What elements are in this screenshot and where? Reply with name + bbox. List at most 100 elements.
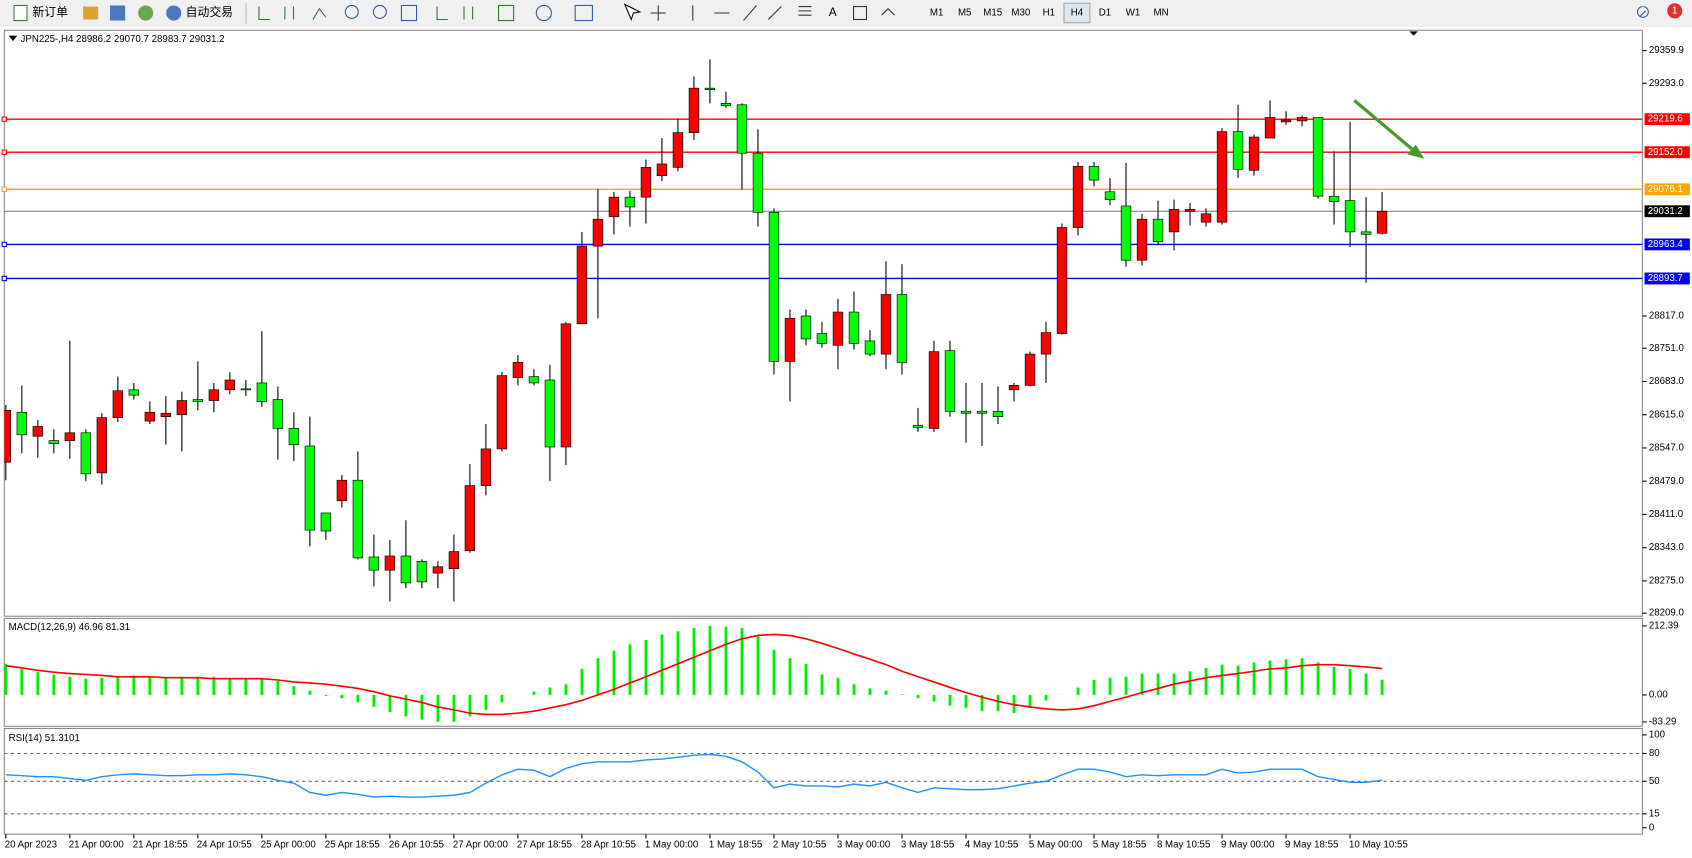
candle-body xyxy=(112,390,124,418)
x-tick-label: 24 Apr 10:55 xyxy=(197,840,252,851)
candle-body xyxy=(784,318,796,362)
icon[interactable] xyxy=(83,6,99,20)
timeframe-button[interactable]: H4 xyxy=(1071,8,1084,19)
candle-body xyxy=(432,566,444,574)
icons[interactable] xyxy=(258,6,327,21)
candle-body xyxy=(1248,136,1260,171)
y-tick-label: 28411.0 xyxy=(1649,509,1684,520)
candle-body xyxy=(1216,131,1228,223)
current-price-label: 29031.2 xyxy=(1648,206,1683,217)
candle-body xyxy=(368,556,380,571)
candle-body xyxy=(992,410,1004,417)
y-tick-label: 28209.0 xyxy=(1649,608,1685,619)
zoom-in[interactable] xyxy=(344,4,359,19)
icons[interactable] xyxy=(436,6,474,21)
y-tick-label: 29293.0 xyxy=(1649,78,1685,89)
timeframe-button[interactable]: M15 xyxy=(983,8,1002,19)
candle-body xyxy=(832,311,844,346)
macd-plot xyxy=(4,626,1384,722)
x-tick-label: 20 Apr 2023 xyxy=(5,840,57,851)
candle-body xyxy=(1312,117,1324,197)
candle-body xyxy=(80,432,92,475)
y-tick-label: 15 xyxy=(1649,808,1660,819)
timeframe-button[interactable]: M1 xyxy=(930,8,943,19)
text-tool[interactable]: A xyxy=(829,5,837,19)
macd-signal: 81.31 xyxy=(106,622,130,633)
x-tick-label: 25 Apr 18:55 xyxy=(325,840,380,851)
y-tick-label: 80 xyxy=(1649,748,1660,759)
candle-body xyxy=(144,411,156,422)
label-tool[interactable] xyxy=(853,5,868,21)
arrows-tool[interactable] xyxy=(881,7,895,16)
high: 29070.7 xyxy=(114,33,149,44)
new-order-button[interactable]: 新订单 xyxy=(13,4,68,22)
icon[interactable] xyxy=(138,5,154,21)
candle-body xyxy=(208,389,220,401)
x-tick-label: 28 Apr 10:55 xyxy=(581,840,636,851)
tile[interactable] xyxy=(400,4,418,22)
symbol: JPN225-,H4 xyxy=(21,33,74,44)
rsi-title: RSI(14) xyxy=(9,733,42,744)
search[interactable] xyxy=(1636,6,1649,18)
cursor[interactable] xyxy=(623,3,642,22)
icon[interactable] xyxy=(110,5,126,21)
timeframes: M1 M5 M15 M30 H1 H4 D1 W1 MN xyxy=(930,2,1169,24)
candle-body xyxy=(896,294,908,363)
x-tick-label: 4 May 10:55 xyxy=(965,840,1018,851)
timeframe-button[interactable]: D1 xyxy=(1099,8,1111,19)
draw-tools[interactable] xyxy=(650,5,812,21)
candle-body xyxy=(768,212,780,362)
candle-body xyxy=(544,379,556,448)
y-tick-label: 50 xyxy=(1649,776,1660,787)
candle-body xyxy=(928,351,940,429)
periods[interactable] xyxy=(535,4,552,22)
auto-trading-button[interactable]: 自动交易 xyxy=(166,5,233,21)
candle-body xyxy=(448,551,460,570)
candle-body xyxy=(1232,131,1244,170)
y-tick-label: 28547.0 xyxy=(1649,443,1685,454)
candle-body xyxy=(576,245,588,325)
indicators[interactable] xyxy=(497,4,515,22)
menu-arrow xyxy=(8,35,18,42)
zoom-out[interactable] xyxy=(372,4,387,19)
alerts-count[interactable]: 1 xyxy=(1672,5,1677,16)
y-tick-label: 28751.0 xyxy=(1649,343,1685,354)
candle-body xyxy=(1072,166,1084,228)
candle-body xyxy=(1088,166,1100,181)
candle-body xyxy=(16,411,28,436)
candle-body xyxy=(608,196,620,218)
candle-body xyxy=(624,196,636,208)
level-handle xyxy=(1,241,8,248)
templates[interactable] xyxy=(574,4,593,22)
shift-marker xyxy=(1409,31,1418,36)
level-handle xyxy=(1,275,8,282)
level-label-box xyxy=(1644,113,1690,126)
rsi-line xyxy=(5,753,1383,798)
timeframe-button[interactable]: M30 xyxy=(1011,8,1030,19)
candle-body xyxy=(384,555,396,571)
level-label: 28893.7 xyxy=(1648,273,1683,284)
candle-body xyxy=(720,102,732,107)
new-order-label[interactable]: 新订单 xyxy=(32,5,68,19)
y-tick-label: 0.00 xyxy=(1649,689,1668,700)
candle-body xyxy=(1344,200,1356,233)
timeframe-button[interactable]: W1 xyxy=(1126,8,1141,19)
y-tick-label: 212.39 xyxy=(1649,620,1679,631)
level-label: 29076.1 xyxy=(1648,184,1683,195)
price-panel xyxy=(3,29,1643,617)
alerts-badge[interactable] xyxy=(1667,3,1683,19)
candle-body xyxy=(1104,191,1116,200)
auto-trading-label[interactable]: 自动交易 xyxy=(186,5,233,19)
candle-body xyxy=(912,425,924,428)
timeframe-button[interactable]: M5 xyxy=(958,8,971,19)
candle-body xyxy=(416,561,428,583)
candle-body xyxy=(560,323,572,448)
candle-body xyxy=(880,294,892,355)
candle-body xyxy=(672,132,684,168)
timeframe-button[interactable]: H1 xyxy=(1043,8,1055,19)
candle-body xyxy=(656,163,668,176)
y-tick-label: 28615.0 xyxy=(1649,409,1685,420)
timeframe-button[interactable]: MN xyxy=(1154,8,1169,19)
level-handle xyxy=(1,116,8,122)
